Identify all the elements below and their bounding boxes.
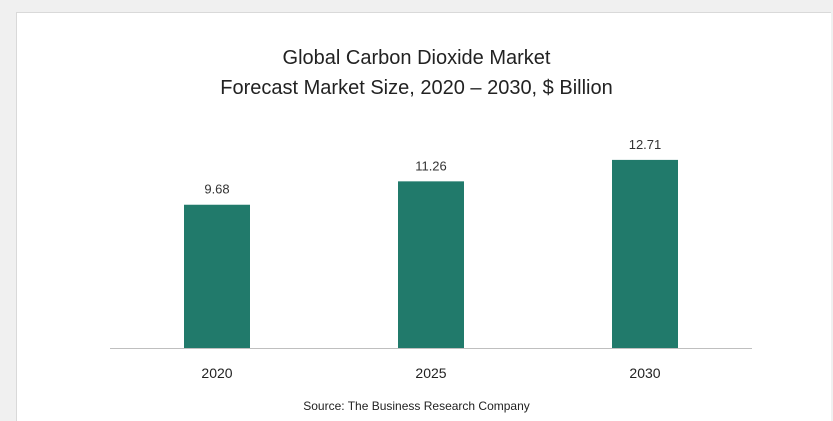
labels-group: 9.68 2020 11.26 2025 12.71 2030 (201, 137, 661, 381)
chart-subtitle: Forecast Market Size, 2020 – 2030, $ Bil… (220, 77, 613, 99)
value-label-2030: 12.71 (629, 137, 662, 152)
x-tick-label-2030: 2030 (629, 365, 660, 381)
chart-title: Global Carbon Dioxide Market (282, 47, 551, 69)
value-label-2025: 11.26 (415, 158, 447, 173)
bar-2030 (612, 159, 678, 348)
bar-2025 (398, 181, 464, 348)
chart-source: Source: The Business Research Company (303, 399, 530, 413)
bar-2020 (184, 204, 250, 348)
x-tick-label-2020: 2020 (201, 365, 232, 381)
value-label-2020: 9.68 (204, 182, 229, 197)
x-tick-label-2025: 2025 (415, 365, 446, 381)
bars-group (184, 159, 678, 348)
